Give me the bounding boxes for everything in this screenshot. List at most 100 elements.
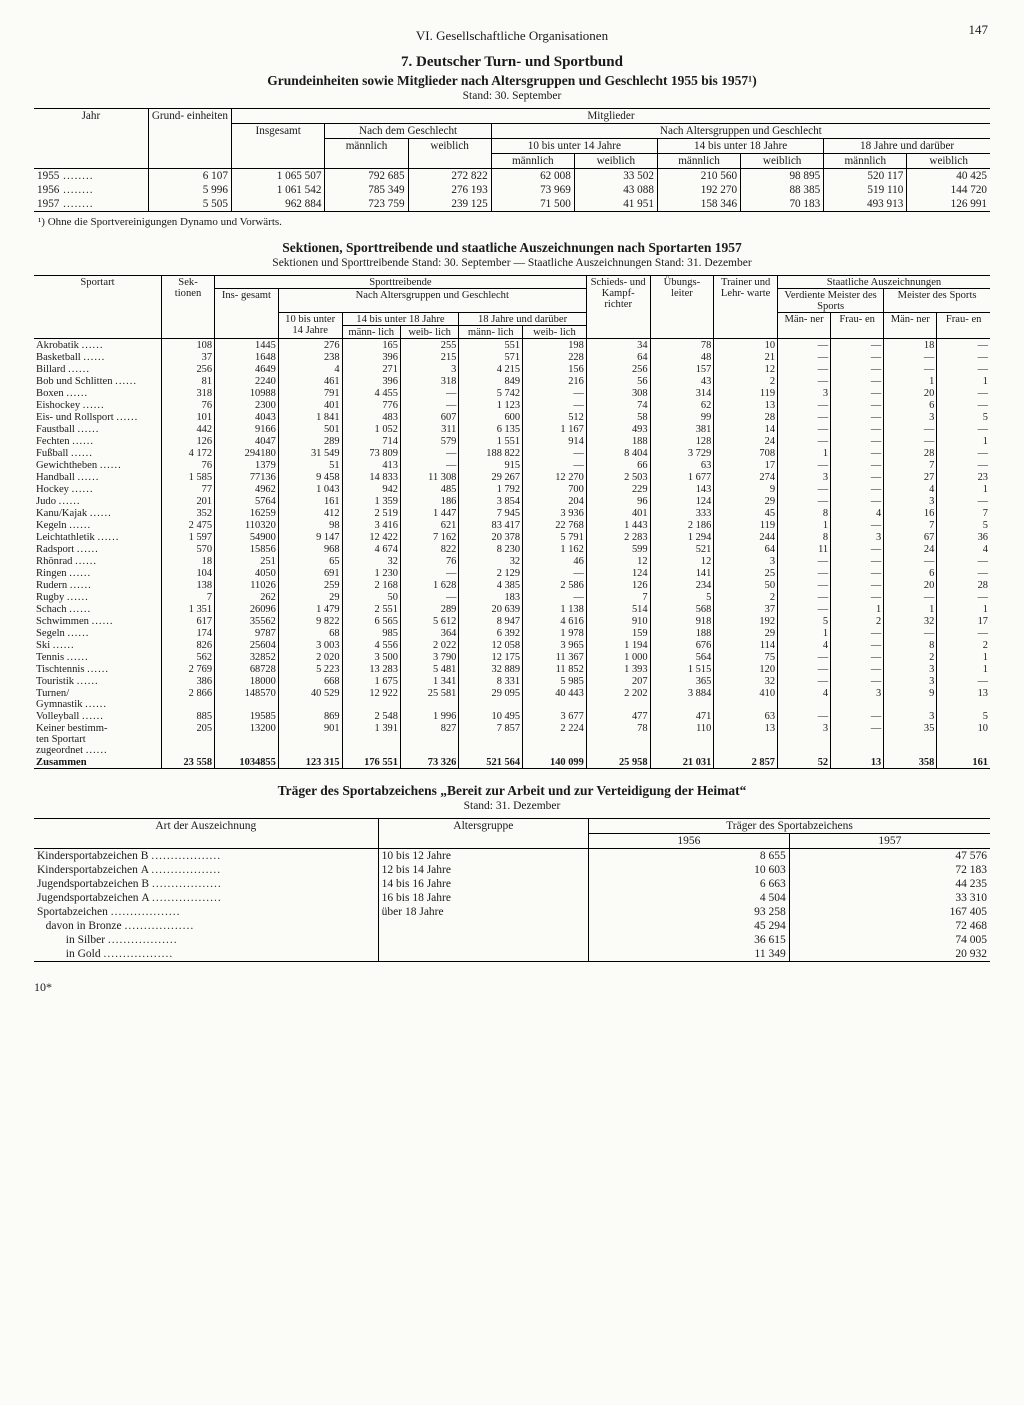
cell: 67: [884, 531, 937, 543]
cell: 43: [650, 375, 714, 387]
table-2: Sportart Sek- tionen Sporttreibende Schi…: [34, 275, 990, 769]
t2-h-mf: Frau- en: [937, 313, 990, 339]
cell: 126: [161, 435, 214, 447]
cell: 157: [650, 363, 714, 375]
cell: 114: [714, 639, 778, 651]
cell: 12: [650, 555, 714, 567]
cell: 942: [342, 483, 400, 495]
cell: 35562: [215, 615, 279, 627]
cell: 70 183: [741, 197, 824, 212]
cell: 3: [884, 495, 937, 507]
t3-h-alter: Altersgruppe: [378, 819, 588, 849]
cell: —: [831, 375, 884, 387]
cell: 28: [714, 411, 778, 423]
cell: 11 367: [523, 651, 587, 663]
cell: 128: [650, 435, 714, 447]
cell: 144 720: [907, 183, 990, 197]
cell: 289: [278, 435, 342, 447]
cell: 10988: [215, 387, 279, 399]
cell: 4 385: [459, 579, 523, 591]
cell: —: [831, 411, 884, 423]
cell: 985: [342, 627, 400, 639]
cell: 215: [400, 351, 458, 363]
cell: 311: [400, 423, 458, 435]
cell: 521: [650, 543, 714, 555]
cell: 24: [884, 543, 937, 555]
cell: 6 392: [459, 627, 523, 639]
cell: 570: [161, 543, 214, 555]
cell: —: [778, 495, 831, 507]
cell: 4050: [215, 567, 279, 579]
cell: 40 529: [278, 687, 342, 710]
t3-row: Jugendsportabzeichen B .................…: [34, 877, 990, 891]
cell: 176 551: [342, 756, 400, 769]
sport-label: Zusammen: [34, 756, 161, 769]
cell: 621: [400, 519, 458, 531]
t2-h-sportart: Sportart: [34, 276, 161, 339]
cell: 776: [342, 399, 400, 411]
cell: 562: [161, 651, 214, 663]
cell: —: [831, 471, 884, 483]
cell: 1445: [215, 339, 279, 352]
cell: 12 058: [459, 639, 523, 651]
cell: —: [831, 363, 884, 375]
cell: 2 866: [161, 687, 214, 710]
cell: —: [937, 339, 990, 352]
cell: 93 258: [588, 905, 789, 919]
t1-h-w: weiblich: [408, 139, 491, 169]
cell: 6 663: [588, 877, 789, 891]
cell: 244: [714, 531, 778, 543]
cell: —: [831, 387, 884, 399]
cell: —: [831, 435, 884, 447]
cell: 1: [937, 483, 990, 495]
age-group: 14 bis 16 Jahre: [378, 877, 588, 891]
cell: 13: [714, 722, 778, 756]
cell: 76: [161, 459, 214, 471]
cell: 4 674: [342, 543, 400, 555]
t1-row: 19556 1071 065 507792 685272 82262 00833…: [34, 169, 990, 184]
cell: 386: [161, 675, 214, 687]
cell: 4: [778, 687, 831, 710]
cell: 13: [714, 399, 778, 411]
cell: 4043: [215, 411, 279, 423]
cell: 62: [650, 399, 714, 411]
cell: —: [831, 447, 884, 459]
cell: 54900: [215, 531, 279, 543]
cell: 16: [884, 507, 937, 519]
cell: 50: [714, 579, 778, 591]
cell: 2 519: [342, 507, 400, 519]
cell: 10: [937, 722, 990, 756]
cell: —: [937, 447, 990, 459]
cell: 32: [459, 555, 523, 567]
cell: 192: [714, 615, 778, 627]
t2-row: Bob und Schlitten ......8122404613963188…: [34, 375, 990, 387]
cell: 161: [937, 756, 990, 769]
cell: 6 565: [342, 615, 400, 627]
cell: 148570: [215, 687, 279, 710]
cell: 1 123: [459, 399, 523, 411]
award-label: in Gold ..................: [34, 947, 378, 962]
sport-label: Leichtathletik ......: [34, 531, 161, 543]
cell: —: [778, 591, 831, 603]
cell: 8 655: [588, 849, 789, 864]
cell: 8 947: [459, 615, 523, 627]
t2-h-uebungs: Übungs- leiter: [650, 276, 714, 339]
sport-label: Handball ......: [34, 471, 161, 483]
cell: 318: [161, 387, 214, 399]
cell: 3: [884, 710, 937, 722]
cell: 11 852: [523, 663, 587, 675]
cell: —: [831, 555, 884, 567]
cell: 73 809: [342, 447, 400, 459]
t1-title: 7. Deutscher Turn- und Sportbund: [34, 54, 990, 71]
cell: 110: [650, 722, 714, 756]
t2-row: Rugby ......72622950—183—752————: [34, 591, 990, 603]
cell: 45: [714, 507, 778, 519]
cell: 207: [586, 675, 650, 687]
cell: 9 147: [278, 531, 342, 543]
cell: 2: [937, 639, 990, 651]
cell: 36 615: [588, 933, 789, 947]
t2-h-a18: 18 Jahre und darüber: [459, 313, 586, 326]
cell: —: [400, 459, 458, 471]
cell: —: [778, 555, 831, 567]
cell: —: [937, 423, 990, 435]
